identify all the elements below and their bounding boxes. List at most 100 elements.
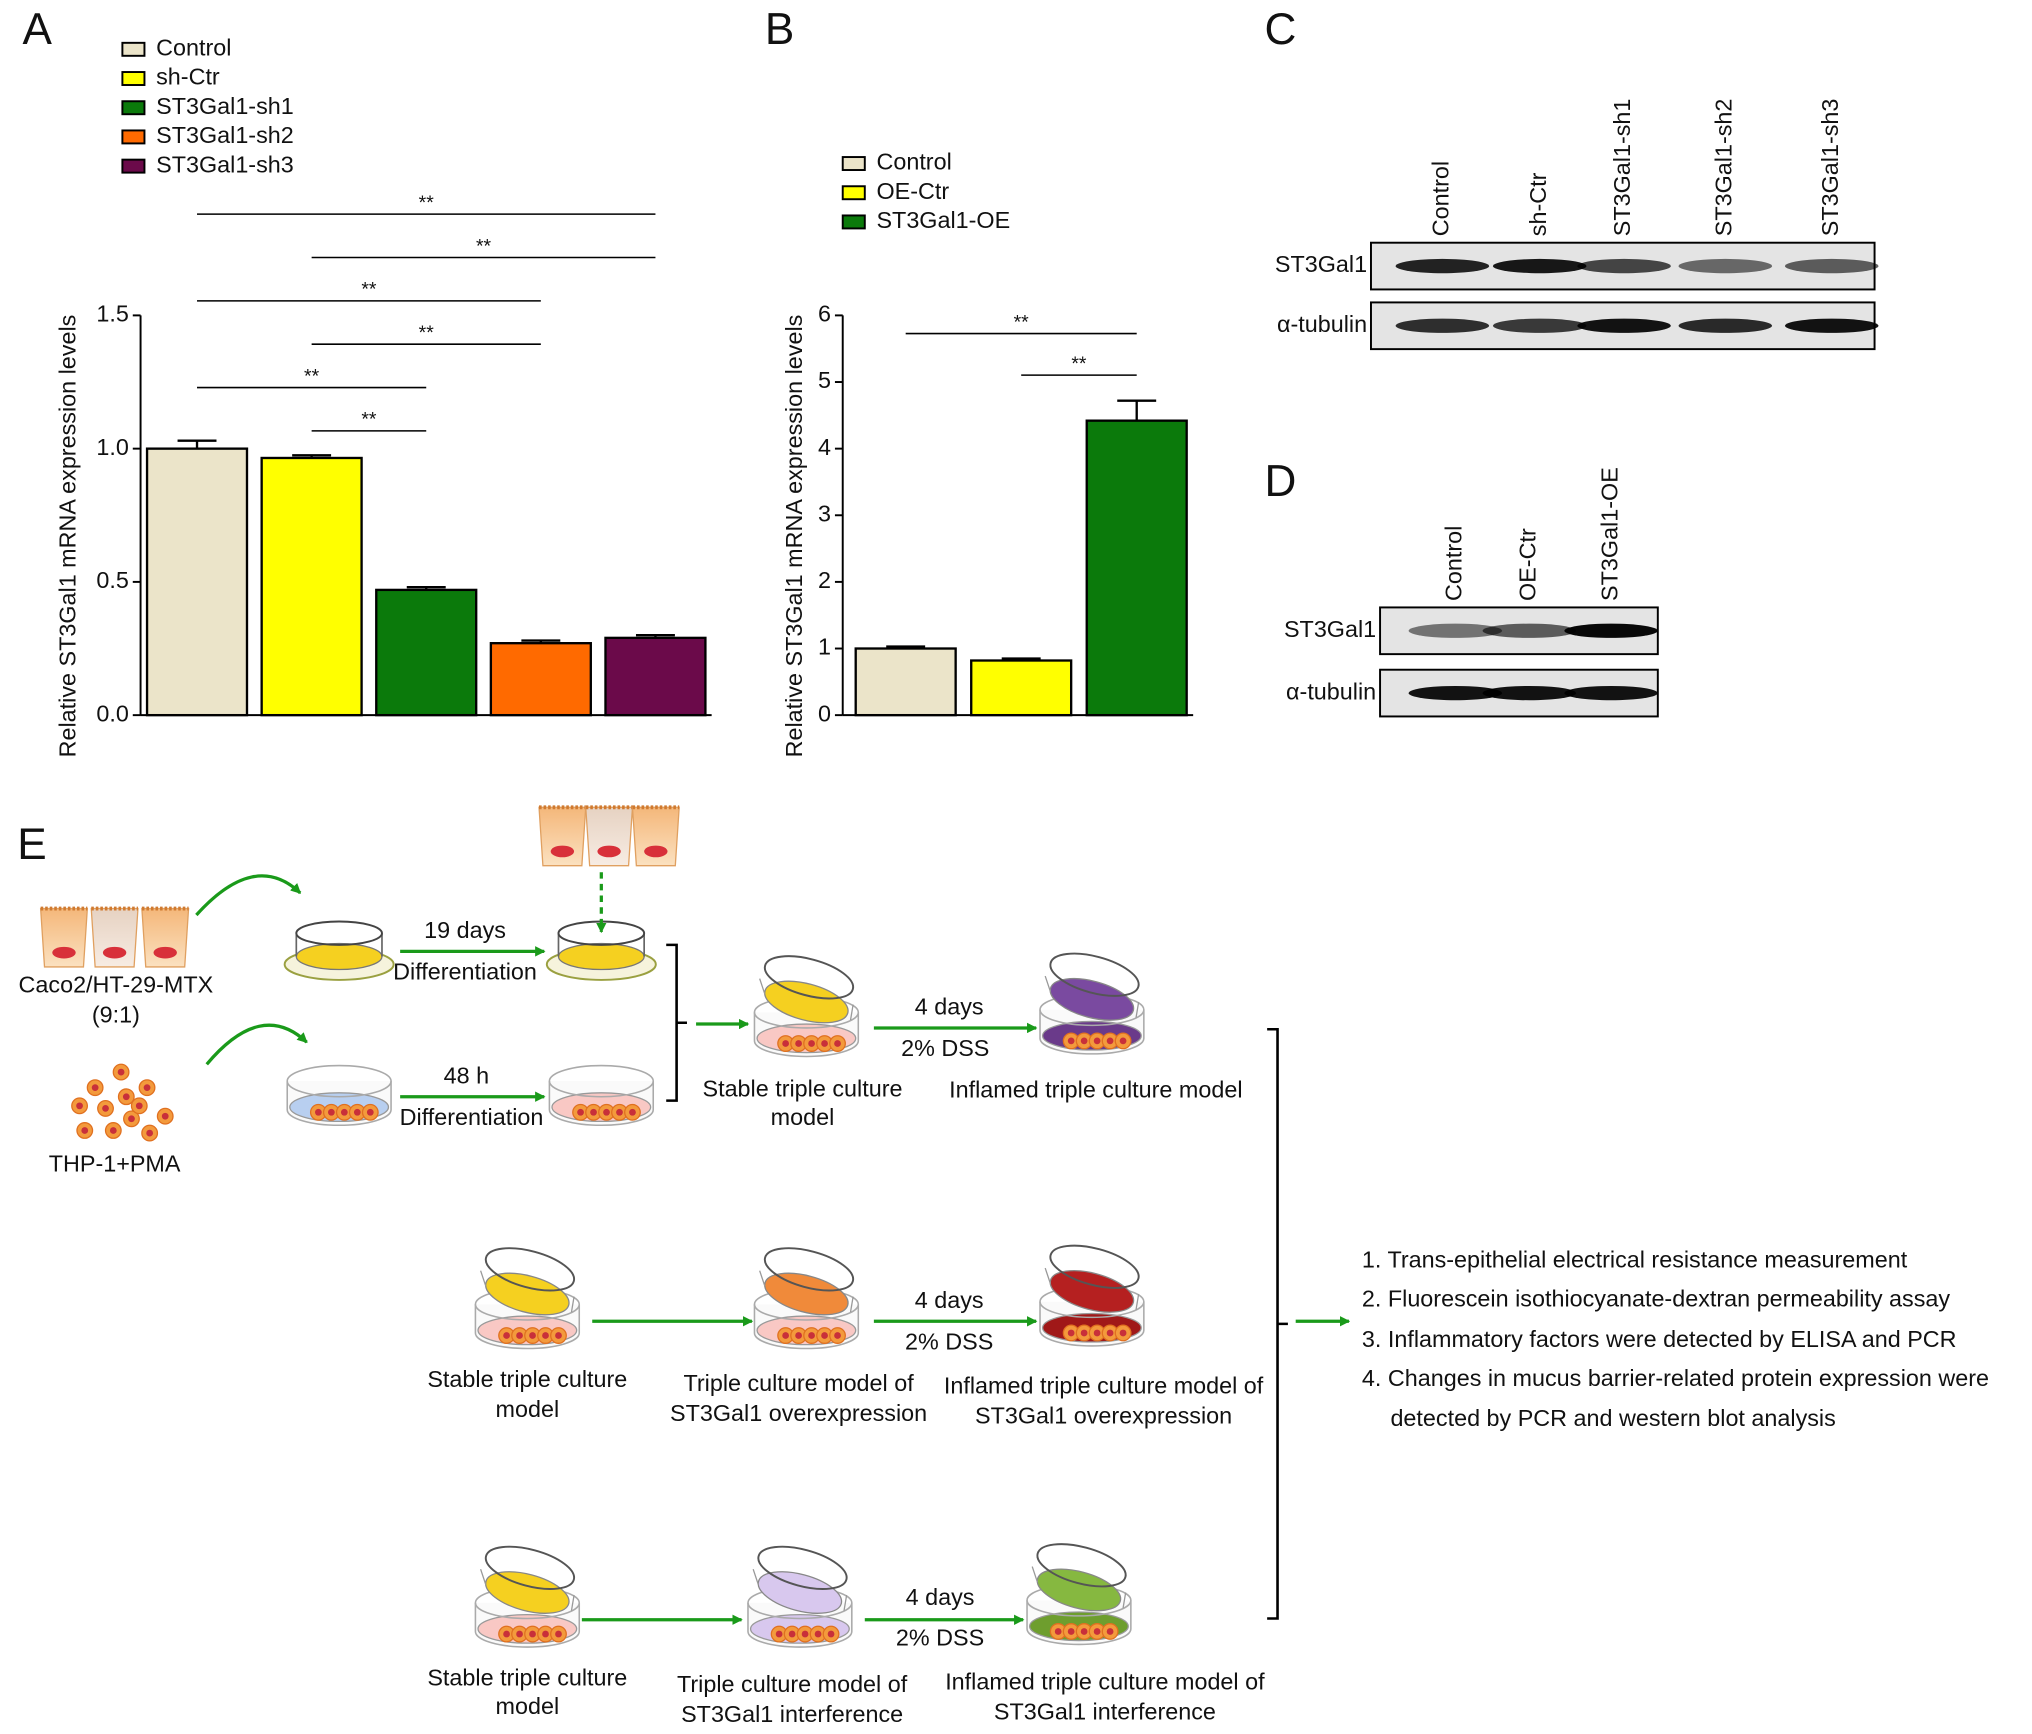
legend-label: ST3Gal1-sh1 [156, 93, 294, 119]
blot-band [1492, 258, 1587, 274]
diagram-label: Stable triple culture [427, 1366, 627, 1392]
bar [854, 647, 957, 717]
cell-nucleus [109, 1127, 117, 1134]
legend-swatch [121, 158, 146, 174]
arrow [195, 874, 302, 917]
cell-nucleus [597, 845, 621, 858]
significance-label: ** [476, 235, 492, 257]
panel-label: B [765, 5, 794, 54]
cell-nucleus [795, 1040, 802, 1047]
lane-label: ST3Gal1-sh3 [1817, 99, 1843, 237]
lane-label: OE-Ctr [1514, 528, 1540, 601]
panel-label: E [17, 820, 46, 869]
legend-label: ST3Gal1-sh3 [156, 151, 294, 177]
cell-nucleus [814, 1630, 822, 1638]
legend-swatch [841, 156, 866, 171]
cell-nucleus [146, 1129, 154, 1137]
cell-nucleus [1093, 1037, 1101, 1045]
insert-membrane [757, 1571, 843, 1614]
row-label: α-tubulin [1277, 311, 1367, 337]
y-tick-label: 0.0 [96, 700, 128, 726]
y-tick-label: 4 [818, 434, 831, 460]
cell-nucleus [577, 1108, 584, 1116]
y-axis-label: Relative ST3Gal1 mRNA expression levels [781, 315, 807, 758]
insert-rim [484, 1247, 576, 1292]
y-tick-label: 1.0 [96, 434, 128, 460]
legend-swatch [121, 100, 146, 116]
lane-label: Control [1428, 161, 1454, 236]
cell-nucleus [529, 1332, 536, 1339]
cell-nucleus [1106, 1628, 1114, 1635]
cell-nucleus [808, 1040, 815, 1047]
cell-nucleus [542, 1630, 549, 1638]
significance-label: ** [304, 365, 320, 387]
diagram-label: ST3Gal1 interference [994, 1698, 1216, 1724]
insert-wall [1044, 975, 1140, 1018]
bracket [666, 943, 687, 1102]
row-label: α-tubulin [1286, 678, 1376, 704]
cell-nucleus [782, 1040, 789, 1047]
dish-rim [286, 1064, 392, 1098]
blot-band [1564, 623, 1658, 638]
cell-nucleus [821, 1332, 828, 1339]
legend-label: OE-Ctr [876, 178, 949, 204]
significance-label: ** [1071, 353, 1087, 375]
diagram-label: ST3Gal1 overexpression [670, 1400, 927, 1426]
cell-nucleus [366, 1108, 374, 1116]
cell-nucleus [616, 1108, 623, 1116]
blot-band [1577, 258, 1671, 274]
cell-nucleus [122, 1093, 130, 1101]
legend-label: sh-Ctr [156, 64, 220, 90]
insert-rim [763, 955, 855, 1000]
diagram-label: 48 h [444, 1062, 489, 1088]
cell-nucleus [1106, 1037, 1114, 1045]
insert-wall [479, 1568, 575, 1611]
cell-nucleus [550, 845, 575, 858]
panel-label: C [1265, 5, 1297, 54]
bar [375, 588, 478, 717]
diagram-label: model [496, 1396, 560, 1422]
diagram-label: Triple culture model of [683, 1370, 914, 1396]
y-tick-label: 1.5 [96, 301, 128, 327]
cell-nucleus [1093, 1329, 1101, 1337]
diagram-label: Differentiation [393, 959, 537, 985]
cell-nucleus [1119, 1329, 1127, 1337]
epithelial-cell [585, 806, 634, 867]
cell-nucleus [1080, 1037, 1088, 1045]
cell-nucleus [135, 1102, 143, 1110]
y-tick-label: 1 [818, 634, 831, 660]
cell-nucleus [76, 1102, 83, 1110]
blot-band [1395, 258, 1490, 274]
epithelial-cell [90, 907, 139, 968]
cell-nucleus [503, 1630, 510, 1638]
cell-nucleus [1119, 1037, 1127, 1045]
cell-nucleus [102, 1105, 109, 1112]
panel-label: A [22, 5, 52, 54]
cell-nucleus [788, 1630, 796, 1638]
diagram-label: 4 days [915, 994, 984, 1020]
legend-swatch [121, 129, 146, 145]
panel-label: D [1265, 457, 1297, 506]
legend-swatch [121, 41, 146, 57]
cell-nucleus [808, 1332, 815, 1339]
cell-nucleus [327, 1108, 335, 1116]
legend-label: ST3Gal1-OE [876, 207, 1010, 233]
cell-nucleus [1080, 1329, 1088, 1337]
insert-membrane [557, 942, 645, 971]
bar [260, 456, 363, 717]
cell-nucleus [153, 946, 177, 959]
diagram-label: Differentiation [400, 1104, 544, 1130]
diagram-label: model [496, 1693, 560, 1719]
cell-nucleus [1093, 1628, 1101, 1635]
lane-label: Control [1441, 526, 1467, 601]
cell-nucleus [81, 1127, 89, 1134]
blot-band [1785, 318, 1879, 333]
diagram-label: Inflamed triple culture model of [944, 1373, 1264, 1399]
insert-rim [1049, 952, 1140, 997]
cell-nucleus [834, 1040, 841, 1047]
insert-wall [1044, 1267, 1140, 1310]
diagram-label: Inflamed triple culture model [949, 1077, 1242, 1103]
lane-label: ST3Gal1-sh1 [1609, 99, 1635, 237]
cell-nucleus [353, 1108, 361, 1116]
cell-nucleus [782, 1332, 789, 1339]
